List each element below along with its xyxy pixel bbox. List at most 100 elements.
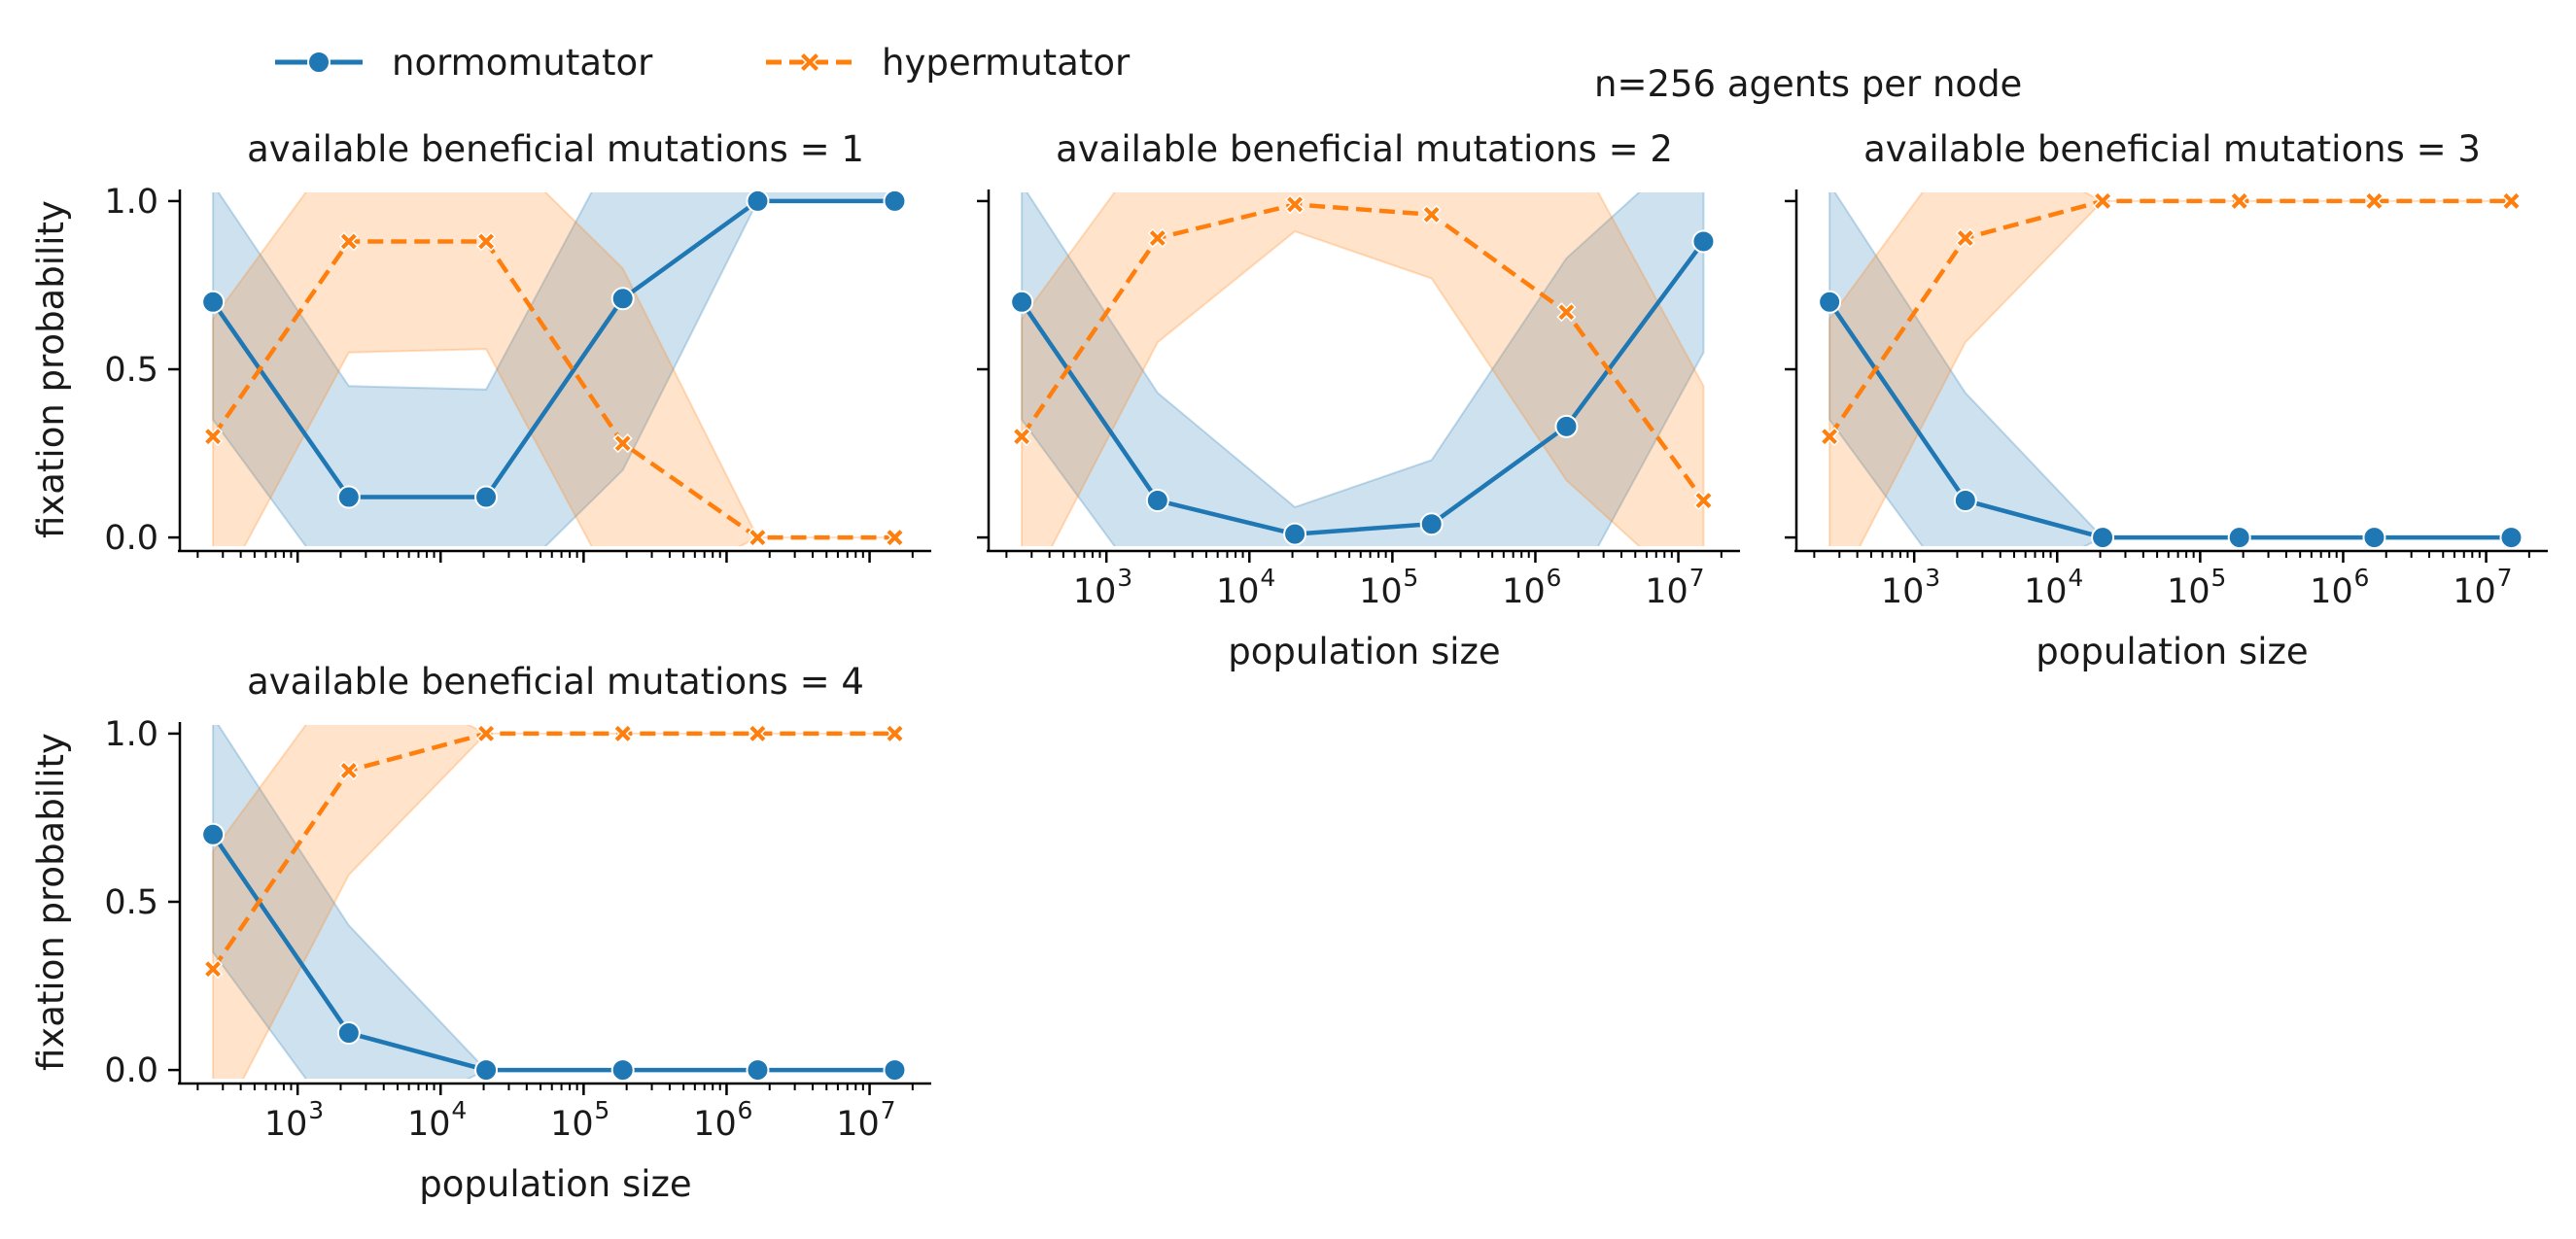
hypermutator-point	[476, 231, 497, 252]
hypermutator-ci-band	[1021, 192, 1705, 546]
x-tick-label: 10	[407, 1105, 451, 1144]
hypermutator-point	[203, 427, 224, 447]
y-tick-label: 0.5	[104, 351, 158, 390]
x-tick-label: 10	[2167, 572, 2210, 611]
hypermutator-point	[1012, 427, 1032, 447]
y-tick-label: 0.0	[104, 1051, 158, 1090]
normomutator-line	[211, 833, 895, 1073]
x-tick-label: 10	[1359, 572, 1403, 611]
hypermutator-point	[612, 723, 633, 743]
normomutator-point	[2227, 526, 2251, 550]
legend-item-normomutator: normomutator	[275, 42, 653, 84]
normomutator-point	[1953, 489, 1977, 512]
hypermutator-point	[1421, 204, 1442, 224]
y-tick-label: 1.0	[104, 183, 158, 222]
hypermutator-legend-x	[798, 51, 821, 74]
x-tick-exponent: 3	[1117, 564, 1132, 592]
hypermutator-point	[1556, 302, 1577, 323]
panel-4: available beneficial mutations = 4 0.0 0.5…	[30, 661, 931, 1205]
x-tick-exponent: 4	[451, 1096, 467, 1124]
normomutator-point	[1554, 414, 1579, 438]
x-tick-exponent: 6	[738, 1096, 753, 1124]
panel-3: available beneficial mutations = 310 3 10 4…	[1785, 128, 2548, 672]
panel-title: available beneficial mutations = 4	[247, 661, 864, 703]
hypermutator-ci-band	[212, 725, 895, 1079]
normomutator-point	[1010, 290, 1034, 314]
x-tick-exponent: 6	[2354, 564, 2370, 592]
hypermutator-point	[338, 231, 359, 252]
normomutator-point	[2362, 526, 2386, 550]
normomutator-point	[1818, 290, 1842, 314]
hypermutator-point	[885, 723, 905, 743]
normomutator-point	[883, 1058, 907, 1083]
y-tick-label: 0.0	[104, 519, 158, 558]
legend: normomutator hypermutator	[275, 42, 1131, 84]
y-tick-label: 0.5	[104, 883, 158, 922]
hypermutator-point	[2501, 190, 2522, 211]
hypermutator-point	[748, 528, 768, 548]
x-axis-label: population size	[419, 1163, 691, 1205]
x-tick-exponent: 5	[2210, 564, 2226, 592]
x-tick-label: 10	[1881, 572, 1925, 611]
x-axis-label: population size	[2036, 631, 2308, 672]
panel-title: available beneficial mutations = 3	[1863, 128, 2481, 170]
x-tick-exponent: 7	[1689, 564, 1705, 592]
hypermutator-point	[476, 723, 497, 743]
x-tick-label: 10	[2310, 572, 2353, 611]
x-tick-exponent: 3	[308, 1096, 324, 1124]
normomutator-ci-band	[1021, 192, 1705, 546]
panel-title: available beneficial mutations = 2	[1056, 128, 1673, 170]
x-tick-label: 10	[693, 1105, 737, 1144]
x-tick-exponent: 5	[1403, 564, 1418, 592]
hypermutator-line	[1828, 198, 2512, 438]
x-tick-exponent: 4	[1260, 564, 1275, 592]
hypermutator-point	[2364, 190, 2385, 211]
normomutator-point	[474, 1058, 499, 1083]
normomutator-point	[201, 290, 226, 314]
normomutator-point	[746, 1058, 770, 1083]
normomutator-point	[2091, 526, 2115, 550]
panel-2: available beneficial mutations = 2 10 3 10 4…	[977, 128, 1740, 672]
x-tick-exponent: 7	[2497, 564, 2513, 592]
normomutator-point	[336, 485, 361, 509]
hypermutator-point	[1955, 227, 1975, 249]
hypermutator-ci-band	[1828, 192, 2512, 546]
y-axis-label: fixation probability	[30, 733, 72, 1071]
x-tick-label: 10	[1645, 572, 1688, 611]
normomutator-point	[336, 1021, 361, 1045]
normomutator-point	[883, 189, 907, 213]
hypermutator-point	[885, 528, 905, 548]
hypermutator-point	[338, 760, 359, 781]
hypermutator-point	[1147, 227, 1167, 249]
normomutator-line	[1828, 300, 2512, 540]
legend-label-hypermutator: hypermutator	[882, 42, 1131, 84]
x-tick-label: 10	[836, 1105, 880, 1144]
panels: available beneficial mutations = 1 0.0 0.5…	[30, 128, 2548, 1205]
normomutator-point	[1283, 522, 1307, 546]
hypermutator-point	[1693, 490, 1714, 511]
x-tick-label: 10	[550, 1105, 594, 1144]
normomutator-point	[610, 287, 635, 311]
normomutator-point	[1419, 512, 1444, 536]
y-axis-label: fixation probability	[30, 200, 72, 538]
hypermutator-point	[2093, 190, 2113, 211]
legend-item-hypermutator: hypermutator	[766, 42, 1131, 84]
y-tick-label: 1.0	[104, 715, 158, 754]
normomutator-legend-marker	[307, 51, 331, 74]
legend-label-normomutator: normomutator	[392, 42, 653, 84]
hypermutator-line	[1020, 202, 1706, 502]
x-tick-label: 10	[2453, 572, 2496, 611]
x-axis-label: population size	[1228, 631, 1500, 672]
hypermutator-point	[612, 433, 633, 454]
normomutator-point	[1691, 229, 1716, 254]
normomutator-point	[474, 485, 499, 509]
hypermutator-line	[211, 239, 895, 540]
figure-title: n=256 agents per node	[1594, 63, 2022, 105]
x-tick-label: 10	[2024, 572, 2068, 611]
x-tick-label: 10	[1502, 572, 1546, 611]
normomutator-point	[746, 189, 770, 213]
panel-title: available beneficial mutations = 1	[247, 128, 864, 170]
hypermutator-point	[203, 959, 224, 980]
normomutator-point	[610, 1058, 635, 1083]
